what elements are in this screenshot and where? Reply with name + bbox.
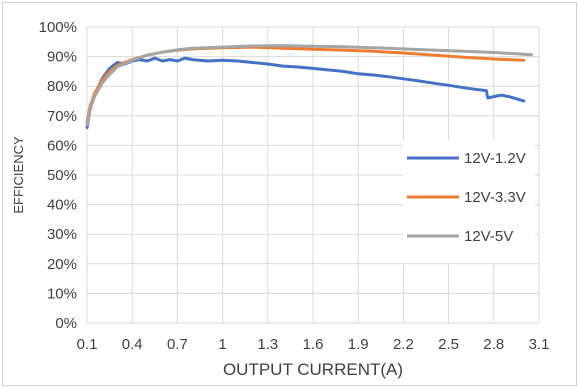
y-axis-title: EFFICIENCY — [11, 136, 26, 214]
legend-label: 12V-3.3V — [464, 189, 526, 206]
x-tick-label: 1.3 — [257, 336, 278, 353]
y-tick-label: 20% — [47, 256, 77, 273]
y-tick-label: 100% — [39, 19, 77, 36]
y-tick-label: 10% — [47, 285, 77, 302]
x-tick-label: 0.7 — [167, 336, 188, 353]
x-tick-label: 2.8 — [483, 336, 504, 353]
x-tick-label: 0.4 — [122, 336, 143, 353]
legend-label: 12V-5V — [464, 228, 513, 245]
y-tick-label: 40% — [47, 197, 77, 214]
x-tick-label: 1.9 — [348, 336, 369, 353]
x-tick-label: 0.1 — [77, 336, 98, 353]
y-tick-label: 90% — [47, 49, 77, 66]
y-tick-label: 50% — [47, 167, 77, 184]
efficiency-chart: 0.1 0.4 0.7 1 1.3 1.6 1.9 2.2 2.5 2.8 3.1 0% 10% 20% 3… — [11, 19, 550, 379]
legend-label: 12V-1.2V — [464, 150, 526, 167]
y-tick-label: 80% — [47, 78, 77, 95]
x-tick-label: 2.2 — [393, 336, 414, 353]
x-tick-label: 1 — [218, 336, 226, 353]
legend-background — [403, 140, 535, 263]
x-axis-title: OUTPUT CURRENT(A) — [223, 360, 403, 379]
y-tick-label: 70% — [47, 108, 77, 125]
y-tick-label: 60% — [47, 137, 77, 154]
series-line-12v-5v — [85, 44, 533, 127]
x-tick-label: 3.1 — [529, 336, 550, 353]
y-tick-label: 0% — [55, 315, 77, 332]
y-tick-label: 30% — [47, 226, 77, 243]
x-tick-label: 2.5 — [438, 336, 459, 353]
series-line-12v-1-2v — [85, 56, 526, 130]
x-tick-label: 1.6 — [303, 336, 324, 353]
